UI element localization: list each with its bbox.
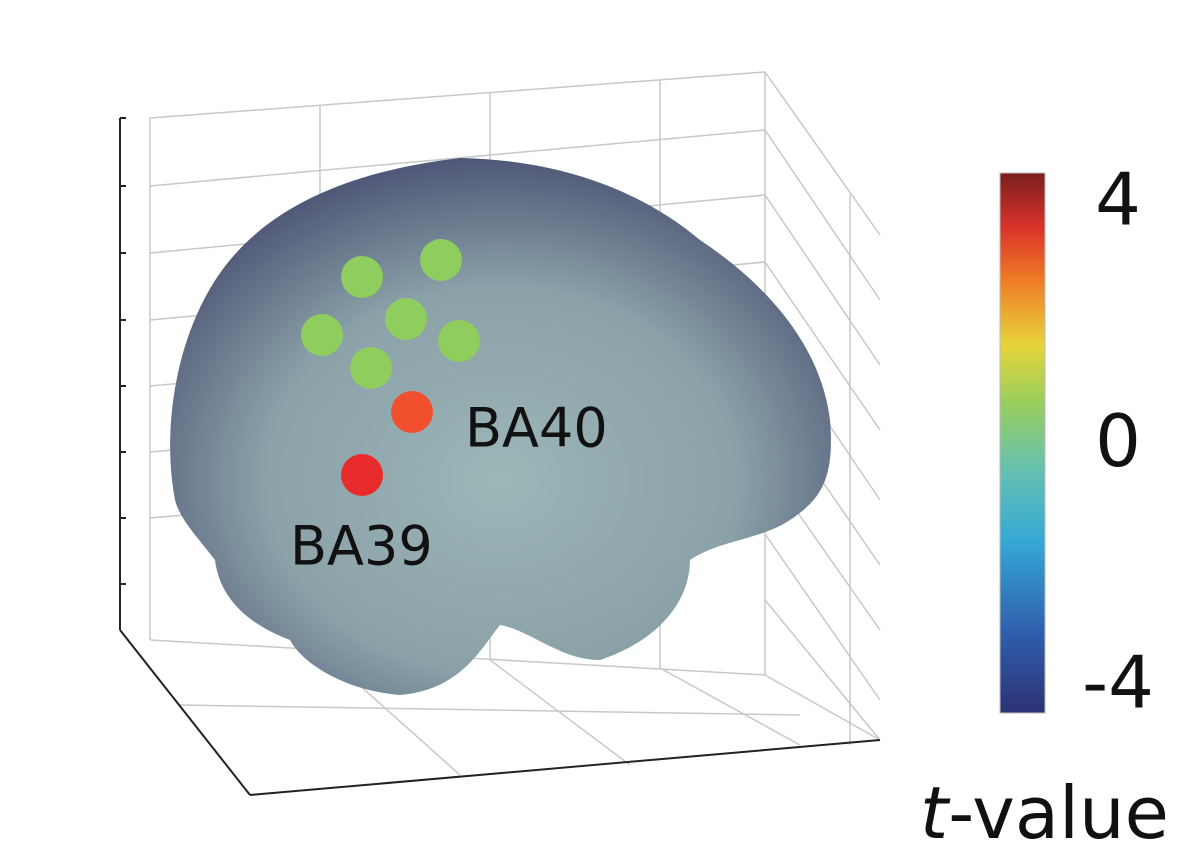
channel [341, 454, 383, 496]
colorbar-label: t-value [920, 771, 1169, 855]
brain-surface [170, 158, 831, 695]
colorbar-ticks: 4 0 -4 [1082, 158, 1154, 725]
channel [420, 239, 462, 281]
colorbar-tick-label: 4 [1095, 158, 1141, 242]
colorbar-tick-label: 0 [1095, 399, 1141, 483]
label-variable: t [920, 771, 951, 855]
box-axes [119, 117, 881, 796]
channel [438, 320, 480, 362]
channel [391, 391, 433, 433]
label-suffix: -value [948, 771, 1169, 855]
channel [350, 347, 392, 389]
channel [301, 314, 343, 356]
region-label: BA39 [290, 515, 433, 578]
channel [341, 256, 383, 298]
colorbar-tick-label: -4 [1082, 641, 1154, 725]
region-label: BA40 [465, 397, 608, 460]
channel [385, 298, 427, 340]
colorbar [999, 172, 1046, 714]
channels [301, 239, 480, 496]
